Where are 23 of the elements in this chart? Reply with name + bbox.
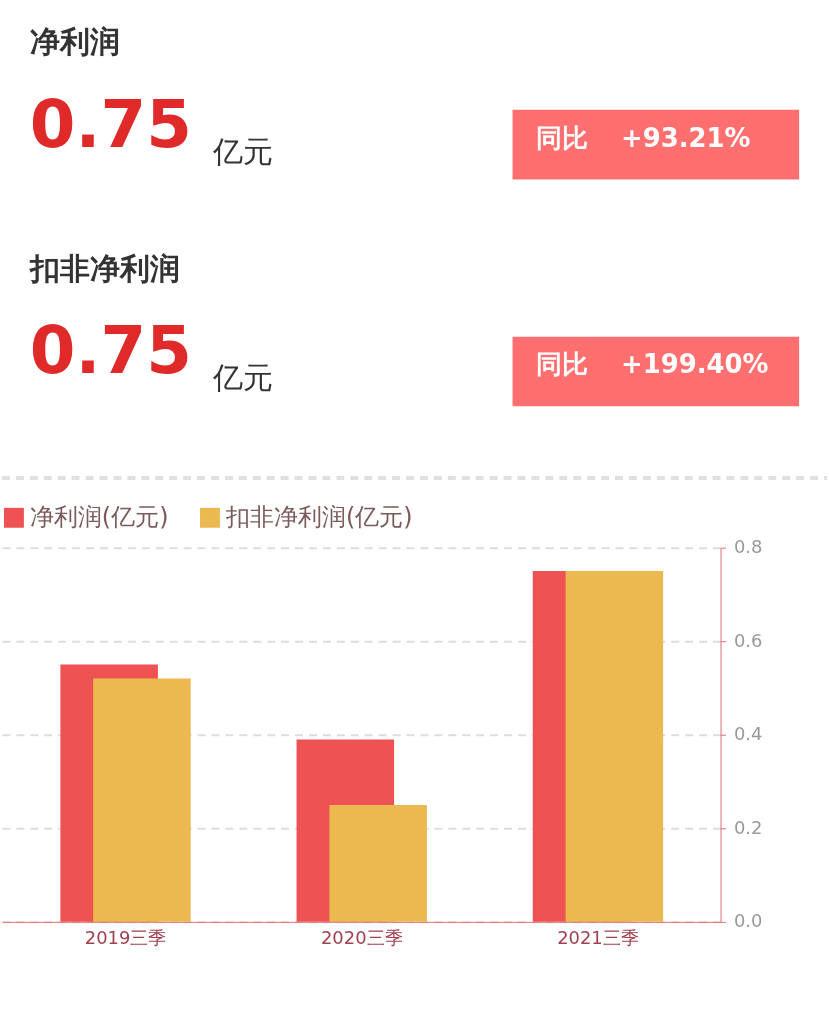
text: +93.21% (621, 122, 751, 153)
bar (329, 804, 427, 922)
text: 亿元 (211, 360, 273, 396)
legend-label: 扣非净利润(亿元) (224, 502, 413, 531)
x-tick-label: 2021三季 (557, 927, 639, 949)
text: 同比 (536, 122, 589, 153)
x-tick-label: 2019三季 (84, 927, 167, 949)
y-tick-label: 0.2 (733, 816, 763, 838)
text: 扣非净利润 (27, 250, 180, 286)
text: 0.75 (29, 312, 192, 389)
y-tick-label: 0.4 (733, 723, 763, 745)
bar (93, 678, 191, 922)
text: +199.40% (621, 349, 769, 380)
text: 亿元 (211, 133, 273, 169)
y-tick-label: 0.8 (733, 536, 763, 558)
text: 净利润 (29, 24, 120, 60)
text: 同比 (536, 349, 589, 380)
x-tick-label: 2020三季 (320, 927, 403, 949)
legend-label: 净利润(亿元) (29, 502, 169, 531)
text: 0.75 (29, 85, 192, 162)
y-tick-label: 0.6 (733, 629, 763, 651)
bar (565, 571, 664, 922)
y-tick-label: 0.0 (733, 910, 763, 932)
